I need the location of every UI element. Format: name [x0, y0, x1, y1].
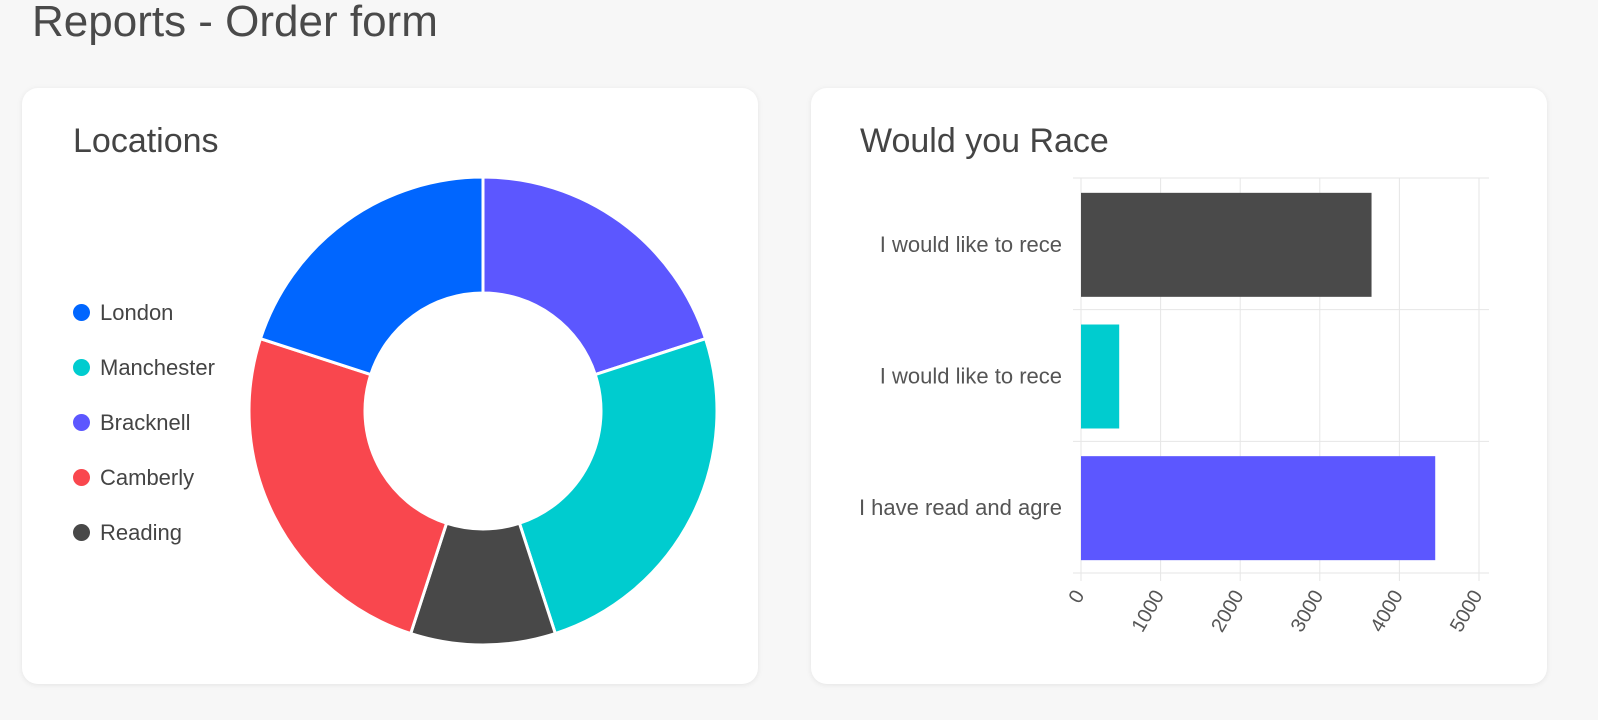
bar-1[interactable] [1081, 192, 1372, 297]
legend-dot-bracknell [73, 414, 90, 431]
legend-item-camberly[interactable]: Camberly [73, 450, 215, 505]
category-label-3: I have read and agre [859, 495, 1062, 520]
legend-item-london[interactable]: London [73, 285, 215, 340]
bar-3[interactable] [1081, 456, 1436, 561]
legend-item-reading[interactable]: Reading [73, 505, 215, 560]
legend-dot-camberly [73, 469, 90, 486]
legend-label-reading: Reading [100, 519, 182, 545]
donut-slice-camberly[interactable] [247, 336, 449, 636]
x-tick-label: 3000 [1287, 587, 1328, 637]
legend-label-camberly: Camberly [100, 464, 195, 490]
legend-label-manchester: Manchester [100, 354, 215, 380]
category-label-1: I would like to rece [880, 232, 1062, 257]
donut-slice-bracknell[interactable] [481, 175, 708, 377]
locations-title: Locations [73, 122, 219, 160]
legend-label-london: London [100, 299, 174, 325]
bar-2[interactable] [1081, 324, 1120, 429]
would-you-race-bar-chart: 0 1000 2000 3000 4000 5000 I would like to rec… [859, 177, 1489, 637]
donut-slice-manchester[interactable] [517, 336, 719, 636]
legend-item-bracknell[interactable]: Bracknell [73, 395, 215, 450]
legend-label-bracknell: Bracknell [100, 409, 191, 435]
legend-item-manchester[interactable]: Manchester [73, 340, 215, 395]
locations-legend: London Manchester Bracknell Camberly Rea… [73, 285, 215, 560]
legend-dot-london [73, 304, 90, 321]
category-label-2: I would like to rece [880, 364, 1062, 389]
would-you-race-title: Would you Race [860, 122, 1109, 160]
would-you-race-card: Would you Race 0 1000 2000 3000 4000 5000 I wo… [811, 88, 1547, 684]
x-tick-label: 1000 [1128, 587, 1169, 637]
page-title: Reports - Order form [32, 0, 438, 46]
x-tick-label: 5000 [1446, 587, 1487, 637]
locations-card: Locations London Manchester Bracknell Ca… [22, 88, 758, 684]
x-tick-label: 0 [1065, 587, 1090, 608]
legend-dot-manchester [73, 359, 90, 376]
x-tick-label: 4000 [1366, 587, 1407, 637]
locations-donut-chart [247, 175, 719, 647]
donut-slice-london[interactable] [258, 175, 485, 377]
legend-dot-reading [73, 524, 90, 541]
x-tick-label: 2000 [1207, 587, 1248, 637]
